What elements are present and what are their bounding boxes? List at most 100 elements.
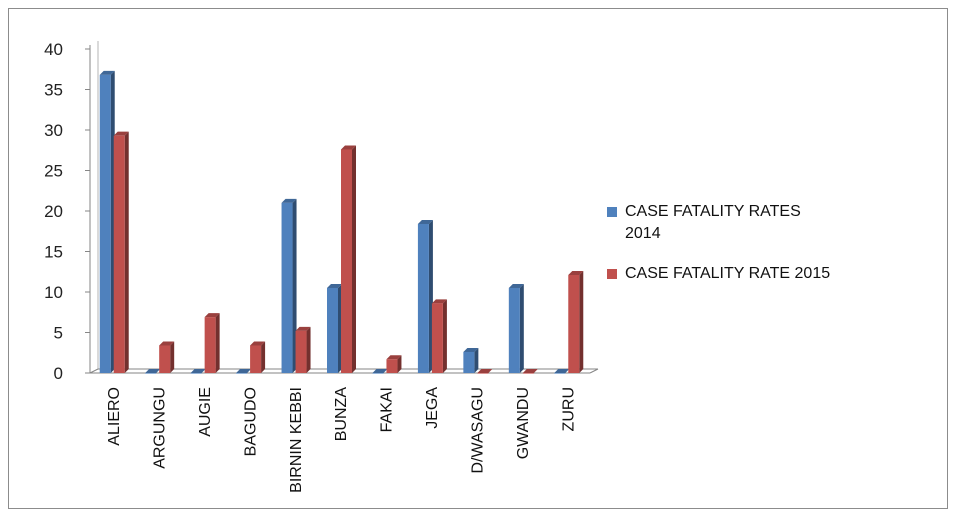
bar-side <box>519 283 524 373</box>
bar-side <box>292 198 297 373</box>
bar-2015-zuru <box>568 270 584 373</box>
bar-2014-bagudo <box>236 369 252 374</box>
x-tick-label: FAKAI <box>379 387 396 432</box>
bar-top <box>204 313 220 318</box>
bar-top <box>250 341 266 346</box>
bar-front <box>204 317 216 373</box>
y-tick-label: 20 <box>44 202 63 221</box>
bar-top <box>522 369 538 373</box>
bar-front <box>386 359 398 373</box>
bar-front <box>372 373 384 374</box>
legend-item-2015: CASE FATALITY RATE 2015 <box>607 265 830 282</box>
bar-2014-gwandu <box>508 283 524 373</box>
bar-2014-zuru <box>554 369 570 374</box>
floor-edge-right <box>589 368 599 374</box>
bar-2015-fakai <box>386 355 402 373</box>
bar-2014-augie <box>190 369 206 374</box>
bar-top <box>159 341 175 346</box>
bar-2014-argungu <box>145 369 161 374</box>
bar-2014-bunza <box>327 283 342 373</box>
x-tick-label: BUNZA <box>333 387 350 442</box>
bar-2014-aliero <box>99 70 115 374</box>
bar-front <box>431 303 443 373</box>
y-tick-label: 30 <box>44 121 63 140</box>
bar-top <box>508 283 524 288</box>
y-tick-label: 25 <box>44 162 63 181</box>
bar-2014-fakai <box>372 369 388 374</box>
bar-front <box>463 351 475 373</box>
bar-top <box>99 70 115 75</box>
bar-top <box>341 145 356 150</box>
bar-2015-aliero <box>113 131 129 373</box>
bar-side <box>442 299 447 373</box>
bar-top <box>327 283 342 288</box>
bar-top <box>386 355 402 360</box>
bar-side <box>474 347 479 373</box>
bar-top <box>281 198 297 203</box>
bar-top <box>463 347 479 352</box>
bar-2015-jega <box>431 299 447 373</box>
bar-front <box>554 373 566 374</box>
x-tick-label: GWANDU <box>515 387 532 459</box>
bar-front <box>508 287 520 373</box>
bar-2015-d-wasagu <box>477 369 493 374</box>
bar-top <box>431 299 447 304</box>
bar-side <box>579 270 584 373</box>
bar-front <box>327 287 338 373</box>
x-tick-label: AUGIE <box>197 387 214 437</box>
bar-2015-birnin-kebbi <box>295 326 311 373</box>
x-tick-label: BAGUDO <box>242 387 259 456</box>
legend-swatch <box>607 269 617 279</box>
bar-front <box>236 373 248 374</box>
bar-2014-d-wasagu <box>463 347 479 373</box>
bar-2015-bunza <box>341 145 356 373</box>
x-tick-label: ALIERO <box>106 387 123 446</box>
bar-front <box>281 202 293 373</box>
bar-2015-gwandu <box>522 369 538 374</box>
bar-side <box>397 355 402 373</box>
legend-label: 2014 <box>625 225 661 242</box>
legend-label: CASE FATALITY RATE 2015 <box>625 265 830 282</box>
chart-frame <box>8 8 948 509</box>
bar-top <box>236 369 252 373</box>
bar-top <box>372 369 388 373</box>
bar-top <box>554 369 570 373</box>
bar-side <box>124 131 129 373</box>
bar-top <box>417 219 433 224</box>
bar-2014-birnin-kebbi <box>281 198 297 373</box>
bar-top <box>568 270 584 275</box>
y-tick-label: 0 <box>54 364 63 383</box>
y-tick-label: 40 <box>44 40 63 59</box>
legend-item-2014: CASE FATALITY RATES 2014 <box>607 203 801 242</box>
bars <box>99 70 584 374</box>
bar-2015-argungu <box>159 341 175 373</box>
bar-front <box>477 373 489 374</box>
bar-front <box>295 330 307 373</box>
y-tick-label: 15 <box>44 243 63 262</box>
bar-top <box>145 369 161 373</box>
bar-front <box>250 345 262 373</box>
bar-2014-jega <box>417 219 433 373</box>
bar-top <box>190 369 206 373</box>
bar-front <box>341 149 352 373</box>
bar-side <box>170 341 175 373</box>
bar-front <box>159 345 171 373</box>
bar-top <box>113 131 129 136</box>
x-tick-label: JEGA <box>424 387 441 429</box>
x-tick-label: BIRNIN KEBBI <box>288 387 305 493</box>
floor-edge-left <box>89 368 99 374</box>
legend-label: CASE FATALITY RATES <box>625 203 801 220</box>
bar-front <box>522 373 534 374</box>
bar-top <box>295 326 311 331</box>
x-tick-label: ARGUNGU <box>151 387 168 469</box>
labels: 0 5 10 15 20 25 30 35 40 ALIERO ARGUNGU AUGIE BAGUDO… <box>44 40 577 493</box>
bar-side <box>306 326 311 373</box>
bar-front <box>417 223 429 373</box>
bar-2015-bagudo <box>250 341 266 373</box>
bar-front <box>99 74 111 374</box>
bar-front <box>145 373 157 374</box>
legend-swatch <box>607 207 617 217</box>
x-tick-label: ZURU <box>560 387 577 431</box>
